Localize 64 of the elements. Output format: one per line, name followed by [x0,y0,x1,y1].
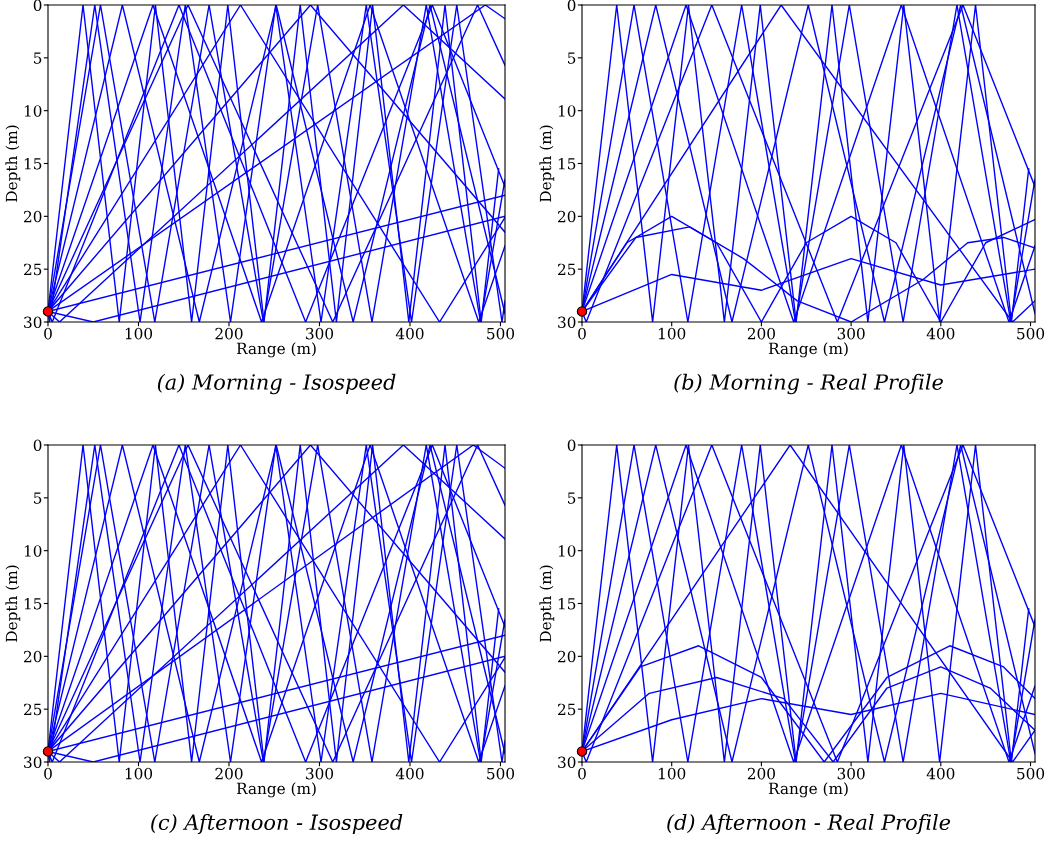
y-axis-title: Depth (m) [539,565,555,642]
x-tick-label: 500 [1017,327,1045,340]
y-tick-label: 25 [24,703,42,716]
x-tick-label: 500 [487,767,515,780]
y-tick-label: 10 [24,105,42,117]
y-tick-label: 10 [24,545,42,557]
text: (b) Morning - Real Profile [674,373,943,395]
y-tick-label: 0 [567,439,576,452]
x-tick-label: 0 [578,327,586,340]
y-axis-title: Depth (m) [539,125,555,202]
y-tick-label: 0 [33,0,42,12]
y-tick-label: 15 [24,597,42,610]
y-tick-label: 5 [34,52,42,64]
x-tick-label: 300 [837,767,865,780]
x-tick-label: 100 [125,767,153,780]
x-tick-label: 400 [395,327,424,340]
x-tick-label: 400 [395,767,424,780]
x-tick-label: 500 [487,327,515,340]
x-axis-title: Range (m) [236,782,316,798]
x-tick-label: 200 [215,327,243,340]
x-tick-label: 200 [747,767,775,780]
y-tick-label: 20 [558,210,576,223]
y-axis-title: Depth (m) [5,125,21,202]
x-axis-title: Range (m) [768,782,848,798]
y-tick-label: 15 [24,157,42,170]
y-tick-label: 0 [33,439,42,452]
x-tick-label: 400 [926,327,955,340]
x-tick-label: 300 [837,327,865,340]
y-tick-label: 15 [558,157,576,170]
x-tick-label: 500 [1017,767,1045,780]
y-tick-label: 0 [567,0,576,12]
y-tick-label: 10 [558,545,576,557]
x-tick-label: 300 [306,767,334,780]
y-tick-label: 25 [558,263,576,276]
y-axis-title: Depth (m) [5,565,21,642]
y-tick-label: 15 [558,597,576,610]
y-tick-label: 30 [24,756,42,769]
x-axis-title: Range (m) [768,342,848,358]
y-tick-label: 30 [558,316,576,329]
x-tick-label: 200 [215,767,243,780]
y-tick-label: 20 [24,650,42,663]
text: (c) Afternoon - Isospeed [151,813,403,835]
x-tick-label: 100 [658,767,686,780]
y-tick-label: 30 [24,316,42,329]
text: (d) Afternoon - Real Profile [667,813,951,835]
y-tick-label: 5 [568,492,576,504]
y-tick-label: 5 [34,492,42,504]
y-tick-label: 5 [568,52,576,64]
x-tick-label: 100 [125,327,153,340]
y-tick-label: 20 [558,650,576,663]
text: (a) Morning - Isospeed [157,373,396,395]
x-tick-label: 0 [578,767,586,780]
y-tick-label: 10 [558,105,576,117]
y-tick-label: 30 [558,756,576,769]
x-axis-title: Range (m) [236,342,316,358]
x-tick-label: 0 [44,767,52,780]
x-tick-label: 0 [44,327,52,340]
x-tick-label: 300 [306,327,334,340]
x-tick-label: 100 [658,327,686,340]
y-tick-label: 20 [24,210,42,223]
x-tick-label: 400 [926,767,955,780]
x-tick-label: 200 [747,327,775,340]
y-tick-label: 25 [24,263,42,276]
y-tick-label: 25 [558,703,576,716]
